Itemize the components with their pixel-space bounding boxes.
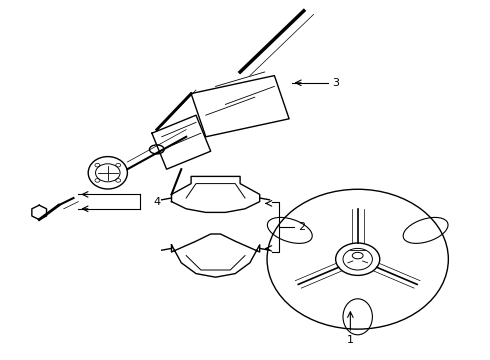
Text: 4: 4 — [153, 197, 160, 207]
Text: 1: 1 — [347, 335, 354, 345]
Text: 2: 2 — [298, 222, 305, 232]
Text: 3: 3 — [332, 78, 339, 88]
